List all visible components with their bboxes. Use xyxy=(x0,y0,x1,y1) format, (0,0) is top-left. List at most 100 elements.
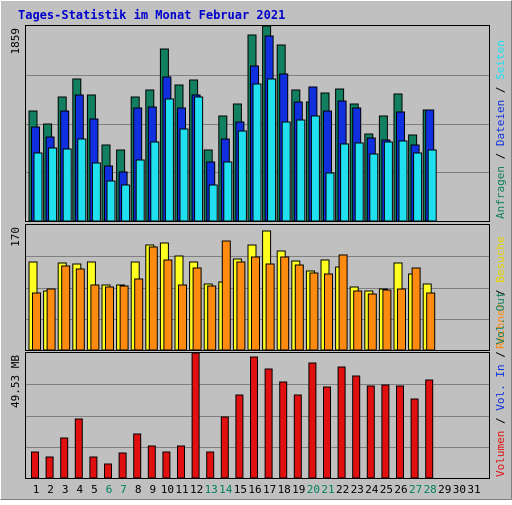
bar-seiten-day-23 xyxy=(354,142,364,222)
bar-volumen-day-27 xyxy=(410,398,419,479)
bar-seiten-day-25 xyxy=(383,141,393,222)
legend-rechner: Rechner xyxy=(494,302,507,349)
bar-rechner-day-27 xyxy=(411,267,421,351)
legend-anfragen: Anfragen xyxy=(494,166,507,219)
bar-rechner-day-17 xyxy=(265,263,275,351)
day-label-10: 10 xyxy=(161,483,174,496)
day-label-28: 28 xyxy=(424,483,437,496)
bar-volumen-day-13 xyxy=(206,451,215,479)
bar-seiten-day-14 xyxy=(223,161,233,222)
bar-rechner-day-5 xyxy=(90,284,100,351)
bar-rechner-day-7 xyxy=(119,285,129,351)
bar-rechner-day-2 xyxy=(46,288,56,351)
day-label-9: 9 xyxy=(149,483,156,496)
legend-sep-2: / xyxy=(494,80,507,100)
bar-rechner-day-18 xyxy=(280,256,290,351)
bar-rechner-day-10 xyxy=(163,259,173,351)
day-label-14: 14 xyxy=(219,483,233,496)
bar-volumen-day-10 xyxy=(162,451,171,479)
day-label-21: 21 xyxy=(321,483,334,496)
bar-volumen-day-3 xyxy=(60,437,69,479)
bar-volumen-day-15 xyxy=(235,394,244,479)
bar-seiten-day-15 xyxy=(237,130,247,222)
bar-seiten-day-24 xyxy=(369,153,379,222)
day-label-30: 30 xyxy=(453,483,466,496)
day-label-7: 7 xyxy=(120,483,127,496)
bar-seiten-day-17 xyxy=(267,78,277,222)
bar-seiten-day-7 xyxy=(121,184,131,222)
legend-sep-5: / xyxy=(494,345,507,365)
legend-seiten: Seiten xyxy=(494,40,507,80)
volume-axis-label: 49.53 MB xyxy=(9,355,22,408)
bar-seiten-day-22 xyxy=(340,143,350,222)
hits-axis-label: 1859 xyxy=(9,28,22,55)
legend-volumen: Volumen xyxy=(494,431,507,477)
legend-visits: Rechner / Besuche xyxy=(494,236,507,349)
legend-dateien: Dateien xyxy=(494,100,507,146)
bar-volumen-day-28 xyxy=(425,379,434,479)
day-label-13: 13 xyxy=(205,483,218,496)
bar-seiten-day-13 xyxy=(208,184,218,222)
bar-rechner-day-15 xyxy=(236,261,246,351)
bar-volumen-day-2 xyxy=(45,456,54,479)
bar-seiten-day-3 xyxy=(62,148,72,222)
day-label-26: 26 xyxy=(394,483,407,496)
bar-seiten-day-9 xyxy=(150,141,160,222)
bar-rechner-day-12 xyxy=(192,267,202,351)
bar-rechner-day-25 xyxy=(382,289,392,351)
bar-rechner-day-22 xyxy=(338,254,348,351)
bar-volumen-day-19 xyxy=(293,394,302,479)
day-label-27: 27 xyxy=(409,483,422,496)
bar-volumen-day-20 xyxy=(308,362,317,479)
bar-seiten-day-21 xyxy=(325,172,335,222)
bar-rechner-day-28 xyxy=(426,292,436,351)
bar-volumen-day-16 xyxy=(250,356,258,479)
bar-volumen-day-9 xyxy=(147,445,156,479)
bar-volumen-day-25 xyxy=(381,384,390,479)
bar-rechner-day-8 xyxy=(134,278,144,351)
day-label-6: 6 xyxy=(106,483,113,496)
bar-seiten-day-27 xyxy=(413,152,423,222)
legend-sep-1: / xyxy=(494,146,507,166)
bar-seiten-day-8 xyxy=(135,159,145,222)
bar-volumen-day-23 xyxy=(352,375,361,479)
bar-seiten-day-28 xyxy=(427,149,437,222)
bar-rechner-day-6 xyxy=(105,286,114,351)
legend-hits: Anfragen / Dateien / Seiten xyxy=(494,40,507,219)
bar-rechner-day-1 xyxy=(32,292,41,351)
bar-volumen-day-8 xyxy=(133,433,142,479)
bar-seiten-day-4 xyxy=(77,138,87,222)
day-label-12: 12 xyxy=(190,483,203,496)
bar-volumen-day-24 xyxy=(366,385,375,479)
day-label-24: 24 xyxy=(365,483,379,496)
legend-vol-in: Vol. In xyxy=(494,364,507,410)
day-label-20: 20 xyxy=(307,483,320,496)
bar-seiten-day-5 xyxy=(91,162,101,222)
bar-rechner-day-21 xyxy=(324,273,333,351)
day-label-3: 3 xyxy=(62,483,69,496)
bar-rechner-day-23 xyxy=(353,290,363,351)
bar-seiten-day-10 xyxy=(164,98,174,222)
bar-volumen-day-4 xyxy=(74,418,83,479)
bar-seiten-day-26 xyxy=(398,140,408,222)
bar-volumen-day-11 xyxy=(177,445,185,479)
day-label-23: 23 xyxy=(351,483,364,496)
bar-rechner-day-9 xyxy=(148,246,158,351)
day-label-18: 18 xyxy=(278,483,291,496)
bar-volumen-day-18 xyxy=(279,381,288,479)
visits-axis-label: 170 xyxy=(9,227,22,247)
bar-seiten-day-19 xyxy=(296,119,306,222)
day-label-2: 2 xyxy=(47,483,54,496)
day-label-1: 1 xyxy=(33,483,40,496)
bar-rechner-day-14 xyxy=(221,240,231,351)
bar-rechner-day-16 xyxy=(251,256,260,351)
day-label-4: 4 xyxy=(76,483,83,496)
day-label-11: 11 xyxy=(175,483,188,496)
legend-sep-3: / xyxy=(494,283,507,303)
bar-seiten-day-2 xyxy=(48,147,58,222)
bar-seiten-day-1 xyxy=(33,152,43,222)
day-label-8: 8 xyxy=(135,483,142,496)
day-label-17: 17 xyxy=(263,483,276,496)
legend-volume: Volumen / Vol. In / Vol. Out xyxy=(494,292,507,477)
